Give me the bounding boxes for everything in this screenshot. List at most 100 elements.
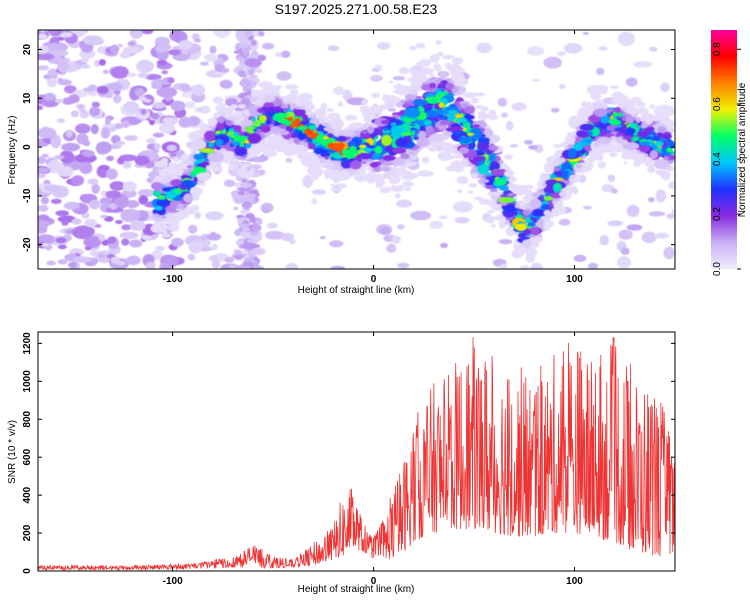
spectrogram-cell [462,92,477,99]
spectrogram-cell [479,114,491,120]
spectrogram-cell [628,148,638,156]
spectrogram-cell [170,100,186,112]
spectrogram-cell [141,235,152,241]
colorbar-tick-label: 0.4 [712,152,723,166]
spectrogram-cell [376,42,391,50]
spectrogram-cell [521,239,533,249]
spectrogram-cell [368,112,376,117]
spectrogram-cell [167,171,181,176]
spectrogram-cell [112,94,122,104]
spectrogram-cell [347,124,355,128]
spectrogram-cell [56,36,65,41]
snr-frame [37,331,676,572]
spectrogram-cell [40,196,50,205]
spectrogram-cell [321,122,327,126]
spectrogram-cell [649,115,656,120]
spectrogram-cell [195,131,200,135]
spectrogram-cell [450,160,463,171]
spectrogram-cell [117,43,124,48]
spectrogram-cell [596,67,605,75]
spectrogram-cell [110,66,129,79]
spectrogram-cell [460,159,470,168]
spectrogram-cell [200,61,210,66]
spectrogram-cell [452,201,473,213]
chart-title: S197.2025.271.00.58.E23 [275,1,438,17]
spectrogram-cell [176,195,183,201]
spectrogram-cell [415,96,423,99]
spectrogram-cell [629,122,639,129]
spectrogram-cell [58,244,67,250]
x-tick-label: -100 [163,274,183,285]
spectrogram-cell [56,118,65,123]
spectrogram-cell [394,193,401,199]
colorbar-ticks: 0.0 0.2 0.4 0.6 0.8 [712,42,741,276]
spectrogram-cell [164,174,175,180]
spectrogram-cell [82,35,103,45]
spectrogram-cell [193,176,198,183]
y-tick-label: 600 [22,448,33,465]
spectrogram-cell [543,56,562,69]
spectrogram-cell [87,178,99,185]
spectrogram-cell [457,189,463,193]
spectrogram-cell [529,198,542,209]
spectrogram-cell [522,210,532,216]
spectrogram-cell [507,193,515,197]
spectrogram-cell [244,192,252,199]
spectrogram-cell [83,235,102,248]
spectrogram-cell [71,175,85,186]
spectrogram-cell [211,164,223,173]
spectrogram-cell [160,170,170,177]
spectrogram-cell [379,226,392,235]
y-tick-label: 800 [22,410,33,427]
spectrogram-cell [469,156,474,160]
spectrogram-cell [95,141,112,154]
spectrogram-cell [173,156,180,163]
spectrogram-cell [543,209,552,216]
spectrogram-cell [441,91,448,96]
spectrogram-cell [289,102,298,109]
spectrogram-cell [106,155,115,162]
spectrogram-cell [543,196,554,201]
spectrogram-cell [57,166,74,177]
spectrogram-cell [359,133,371,139]
spectrogram-cell [156,59,168,66]
spectrogram-cell [485,184,493,190]
spectrogram-cell [145,261,156,269]
spectrogram-cell [477,163,490,175]
spectrogram-cell [265,230,285,240]
y-tick-label: 200 [22,524,33,541]
spectrogram-cell [367,121,372,125]
spectrogram-cell [109,203,118,210]
spectrogram-cell [289,89,299,96]
spectrogram-cell [558,218,571,226]
spectrogram-cell [494,214,506,221]
spectrogram-cell [217,116,225,124]
spectrogram-cell [480,106,489,112]
spectrogram-cell [179,185,188,190]
spectrogram-cell [125,200,140,209]
spectrogram-cell [169,30,185,42]
spectrogram-cell [491,204,503,212]
spectrogram-cell [196,180,202,184]
spectrogram-cell [65,129,73,138]
spectrogram-cell [668,181,675,190]
spectrogram-cell [532,78,540,82]
spectrogram-cell [494,179,507,186]
spectrogram-cell [60,32,73,38]
spectrogram-cell [520,265,530,269]
spectrogram-cell [117,260,125,266]
spectrogram-cell [237,70,246,77]
spectrogram-cell [152,132,165,138]
spectrogram-cell [304,103,315,111]
spectrogram-cell [485,215,495,224]
spectrogram-cell [323,169,335,176]
spectrogram-cell [567,148,577,159]
spectrogram-cell [238,223,245,227]
spectrogram-cell [48,42,60,51]
spectrogram-cell [443,131,453,136]
spectrogram-cell [429,54,440,63]
spectrogram-cell [216,121,225,131]
spectrogram-cell [428,97,439,104]
spectrogram-cell [237,103,246,109]
spectrogram-cell [373,173,384,182]
